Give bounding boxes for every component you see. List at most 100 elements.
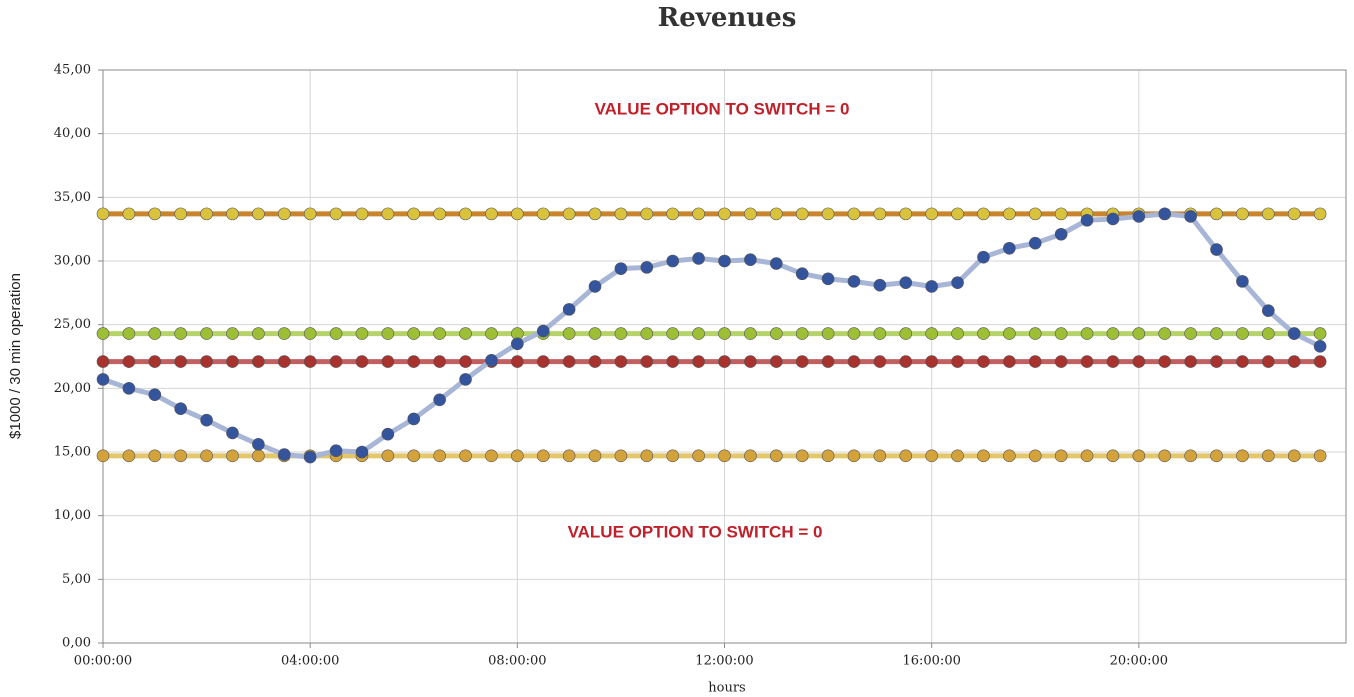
data-point xyxy=(1313,449,1327,463)
data-point xyxy=(821,272,835,286)
data-point xyxy=(1210,449,1223,463)
data-point xyxy=(1313,327,1327,340)
data-point xyxy=(303,207,317,221)
data-point xyxy=(226,449,239,463)
data-point xyxy=(1054,227,1068,241)
data-point xyxy=(640,327,654,340)
data-point xyxy=(1158,355,1172,368)
data-point xyxy=(511,337,524,351)
data-point xyxy=(614,207,628,221)
data-point xyxy=(1313,355,1327,368)
data-point xyxy=(899,276,913,289)
x-tick-label: 08:00:00 xyxy=(488,654,546,669)
data-point xyxy=(485,327,498,340)
data-point xyxy=(614,327,628,340)
data-point xyxy=(769,257,783,270)
data-point xyxy=(1158,207,1172,221)
data-point xyxy=(96,355,110,368)
data-point xyxy=(666,355,680,368)
annotation: VALUE OPTION TO SWITCH = 0 xyxy=(568,522,823,541)
data-point xyxy=(1158,327,1172,340)
data-point xyxy=(718,254,731,268)
data-point xyxy=(252,327,265,340)
data-point xyxy=(821,327,835,340)
data-point xyxy=(873,355,887,368)
data-point xyxy=(1028,449,1042,463)
data-point xyxy=(1132,210,1146,223)
data-point xyxy=(1028,236,1042,250)
data-point xyxy=(200,413,213,427)
data-point xyxy=(148,449,162,463)
data-point xyxy=(485,449,498,463)
data-point xyxy=(821,449,835,463)
data-point xyxy=(407,412,421,426)
data-point xyxy=(381,427,395,441)
data-point xyxy=(200,449,213,463)
data-point xyxy=(536,449,550,463)
data-point xyxy=(873,207,887,221)
data-point xyxy=(303,327,317,340)
data-point xyxy=(769,327,783,340)
data-point xyxy=(148,207,162,221)
data-point xyxy=(899,327,913,340)
data-point xyxy=(1236,449,1249,463)
data-point xyxy=(925,207,938,221)
data-point xyxy=(744,253,757,267)
data-point xyxy=(148,355,162,368)
data-point xyxy=(977,207,990,221)
data-point xyxy=(951,355,964,368)
data-point xyxy=(96,373,110,386)
data-point xyxy=(1080,327,1094,340)
data-point xyxy=(744,355,757,368)
data-point xyxy=(1003,449,1016,463)
y-tick-label: 10,00 xyxy=(54,508,91,523)
y-tick-label: 0,00 xyxy=(62,636,91,651)
data-point xyxy=(666,254,680,268)
data-point xyxy=(951,327,964,340)
data-point xyxy=(1287,449,1301,463)
data-point xyxy=(1054,207,1068,221)
data-point xyxy=(485,207,498,221)
data-point xyxy=(588,207,602,221)
data-point xyxy=(951,449,964,463)
data-point xyxy=(925,280,938,293)
data-point xyxy=(588,449,602,463)
data-point xyxy=(277,327,291,340)
data-point xyxy=(329,355,343,368)
data-point xyxy=(511,355,524,368)
data-point xyxy=(562,303,576,316)
data-point xyxy=(795,267,809,281)
data-point xyxy=(381,449,395,463)
x-tick-label: 04:00:00 xyxy=(281,654,339,669)
data-point xyxy=(226,426,239,440)
data-point xyxy=(847,355,861,368)
data-point xyxy=(744,327,757,340)
data-point xyxy=(873,327,887,340)
data-point xyxy=(303,450,317,464)
data-point xyxy=(1158,449,1172,463)
data-point xyxy=(329,444,343,458)
data-point xyxy=(769,207,783,221)
data-point xyxy=(459,373,472,386)
data-point xyxy=(614,355,628,368)
data-point xyxy=(1236,327,1249,340)
data-point xyxy=(1262,207,1275,221)
data-point xyxy=(977,449,990,463)
data-point xyxy=(252,207,265,221)
data-point xyxy=(795,449,809,463)
series-group xyxy=(96,207,1327,464)
data-point xyxy=(536,324,550,338)
x-tick-label: 16:00:00 xyxy=(902,654,960,669)
data-point xyxy=(200,327,213,340)
data-point xyxy=(252,355,265,368)
data-point xyxy=(200,355,213,368)
y-tick-label: 15,00 xyxy=(54,445,91,460)
data-point xyxy=(1287,355,1301,368)
x-tick-label: 20:00:00 xyxy=(1110,654,1168,669)
data-point xyxy=(407,449,421,463)
data-point xyxy=(588,327,602,340)
data-point xyxy=(1262,327,1275,340)
data-point xyxy=(692,355,705,368)
data-point xyxy=(1028,207,1042,221)
data-point xyxy=(1106,449,1120,463)
